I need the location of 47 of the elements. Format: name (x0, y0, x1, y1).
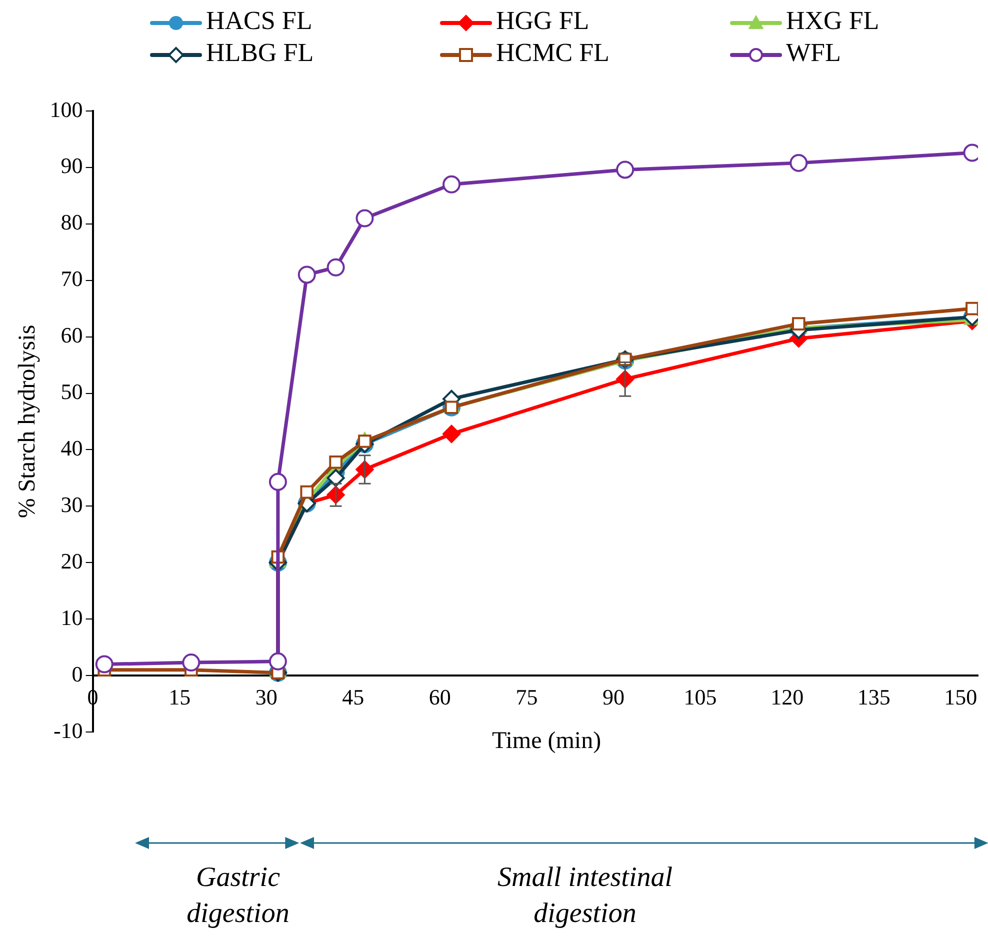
point (326, 258, 345, 276)
x-tick-label: 75 (516, 684, 538, 710)
point (792, 317, 806, 330)
x-tick-label: 15 (168, 684, 191, 710)
x-tick-label: 45 (342, 684, 364, 710)
point (790, 154, 808, 172)
point (356, 209, 374, 228)
x-tick-label: 60 (428, 684, 451, 710)
point (616, 160, 634, 179)
y-tick-label: 70 (60, 266, 83, 292)
point (300, 485, 314, 499)
legend-label: WFL (786, 38, 841, 67)
x-tick-label: 30 (255, 684, 278, 710)
point (298, 266, 316, 284)
text: Small intestinal digestion (496, 861, 674, 931)
x-tick-label: 105 (684, 684, 717, 710)
point (966, 302, 978, 316)
x-tick-label: 150 (944, 684, 978, 710)
point (268, 472, 287, 491)
x-axis-title: Time (min) (490, 728, 602, 755)
x-tick-label: 135 (857, 684, 890, 710)
point (329, 455, 342, 469)
text: Gastric digestion (186, 861, 290, 931)
y-axis-title: % Starch hydrolysis (14, 324, 41, 518)
point (268, 652, 287, 670)
y-tick-label: -10 (53, 718, 83, 743)
y-tick-label: 60 (60, 322, 83, 348)
legend-label: HLBG FL (206, 38, 314, 67)
y-tick-label: 20 (60, 548, 83, 574)
y-tick-label: 10 (60, 604, 83, 630)
point (95, 655, 114, 674)
x-tick-label: 90 (602, 684, 625, 710)
legend-label: HGG FL (496, 6, 590, 35)
legend-label: HACS FL (206, 6, 312, 35)
y-tick-label: 90 (60, 153, 83, 178)
y-tick-label: 30 (60, 492, 83, 517)
legend-label: HXG FL (786, 6, 880, 35)
y-tick-label: 0 (72, 661, 83, 686)
point (442, 175, 461, 194)
x-tick-label: 120 (770, 684, 804, 710)
y-tick-label: 80 (60, 210, 83, 235)
legend-label: HCMC FL (496, 38, 610, 67)
y-tick-label: 40 (60, 436, 83, 461)
point (442, 424, 461, 443)
point (182, 654, 200, 672)
y-tick-label: 50 (60, 379, 83, 404)
y-tick-label: 100 (50, 96, 83, 122)
